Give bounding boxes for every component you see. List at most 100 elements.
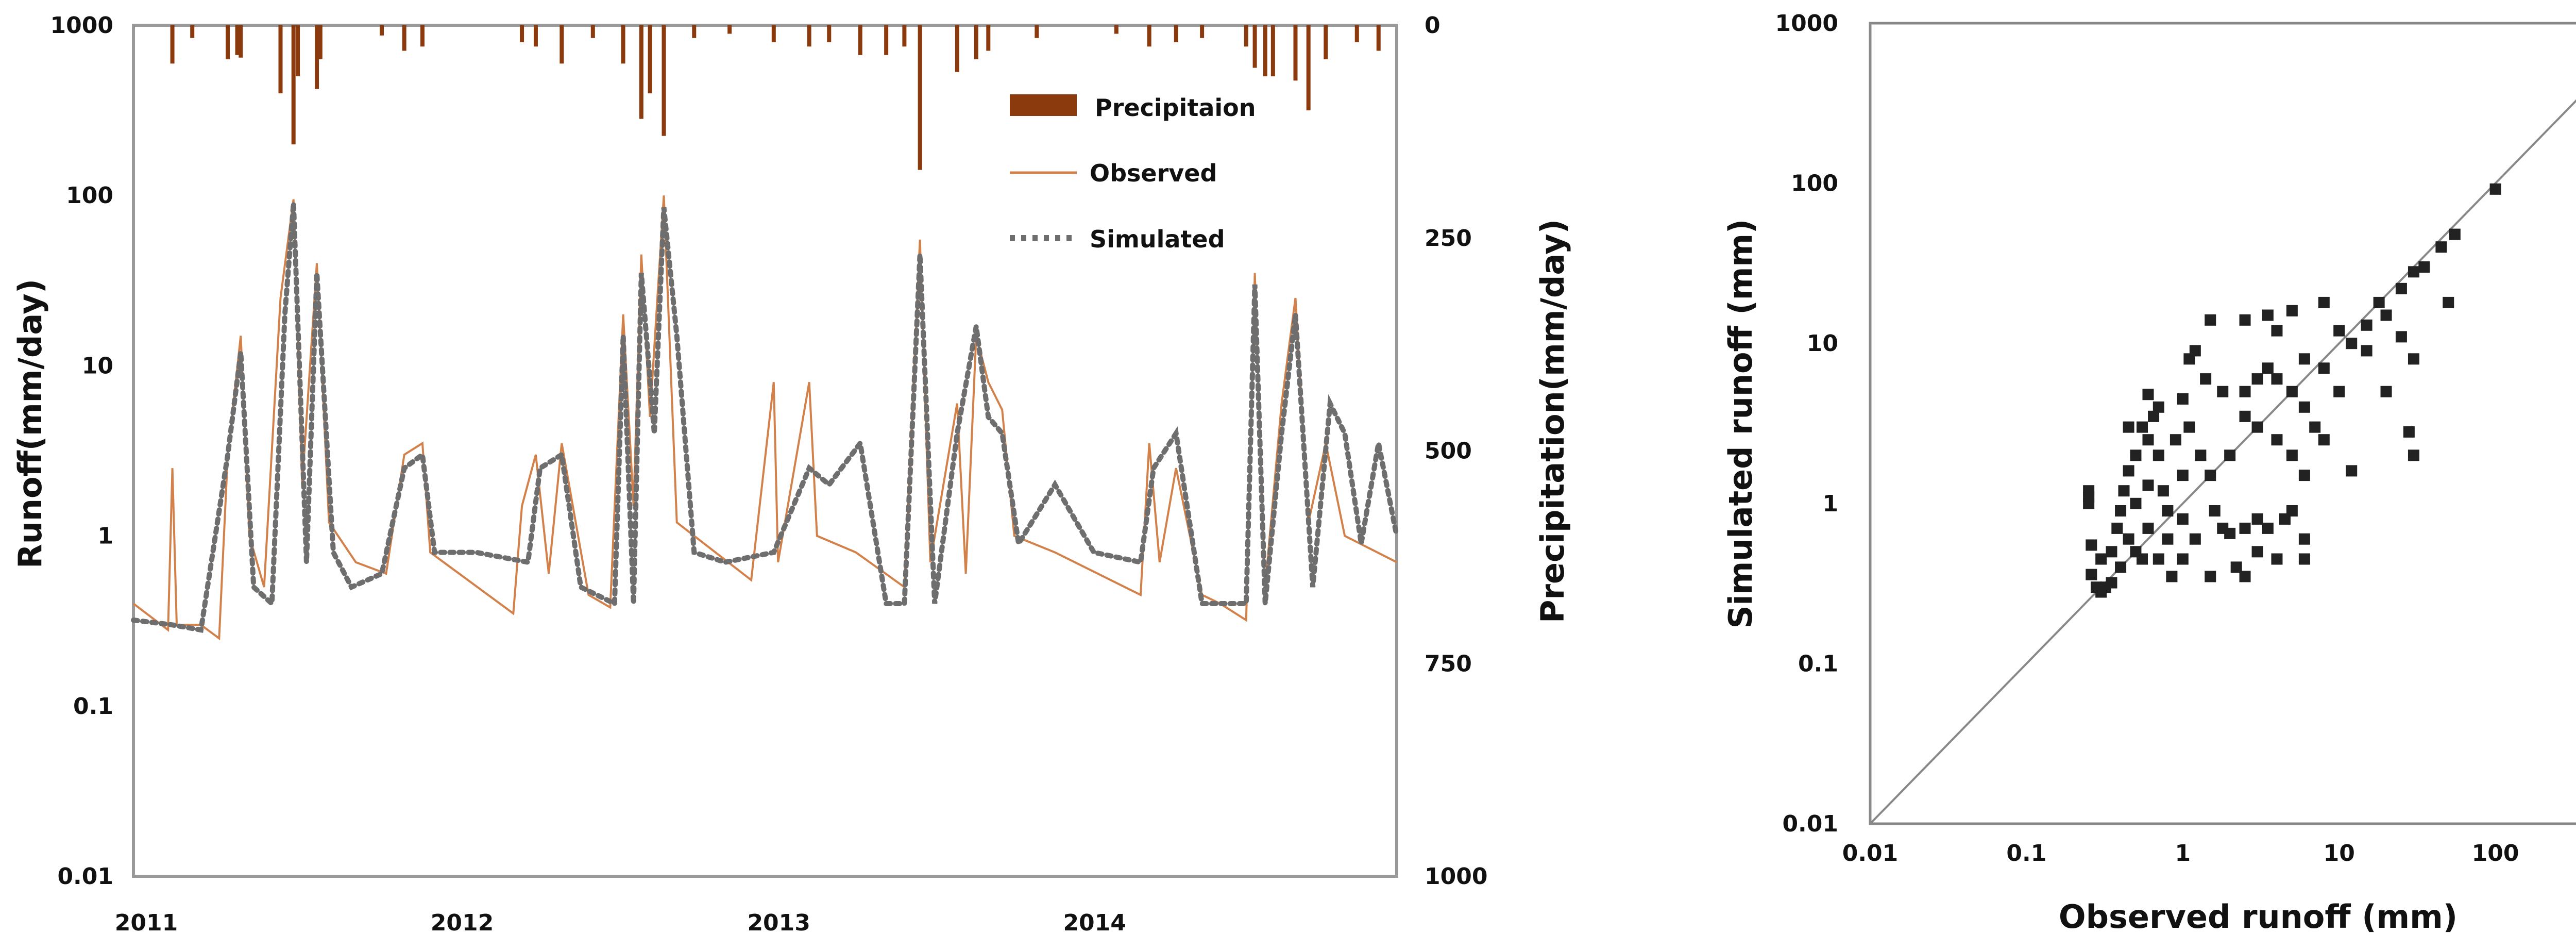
legend-label-observed: Observed bbox=[1090, 159, 1217, 187]
precipitation-bar bbox=[296, 25, 300, 77]
precipitation-bar bbox=[239, 25, 243, 58]
scatter-point bbox=[2271, 373, 2283, 385]
scatter-point bbox=[2395, 282, 2407, 294]
legend-label-simulated: Simulated bbox=[1090, 225, 1225, 253]
precipitation-bar bbox=[986, 25, 991, 51]
scatter-point bbox=[2346, 338, 2358, 349]
scatter-point bbox=[2239, 410, 2251, 422]
scatter-point bbox=[2200, 373, 2212, 385]
scatter-point bbox=[2153, 401, 2164, 413]
scatter-y-tick-label: 0.01 bbox=[1782, 811, 1838, 837]
left-y-tick-label: 1 bbox=[97, 523, 113, 549]
left-y-axis-label: Runoff(mm/day) bbox=[11, 279, 49, 569]
scatter-point bbox=[2148, 410, 2160, 422]
scatter-point bbox=[2309, 421, 2321, 433]
precipitation-bar bbox=[1252, 25, 1257, 68]
scatter-point bbox=[2189, 533, 2201, 545]
scatter-point bbox=[2118, 485, 2130, 497]
scatter-point bbox=[2408, 449, 2419, 461]
scatter-point bbox=[2380, 309, 2392, 321]
scatter-point bbox=[2286, 305, 2298, 316]
precipitation-bar bbox=[1147, 25, 1151, 47]
precipitation-bar bbox=[1114, 25, 1118, 34]
scatter-point bbox=[2115, 561, 2127, 573]
scatter-point bbox=[2395, 331, 2407, 343]
precipitation-bar bbox=[1244, 25, 1248, 47]
precipitation-bar bbox=[807, 25, 811, 47]
precipitation-bar bbox=[170, 25, 175, 64]
scatter-point bbox=[2262, 522, 2274, 534]
precipitation-bar bbox=[827, 25, 832, 43]
scatter-point bbox=[2086, 569, 2097, 580]
scatter-point bbox=[2262, 309, 2274, 321]
precipitation-bar bbox=[621, 25, 625, 64]
precipitation-bar bbox=[1270, 25, 1275, 77]
precipitation-bar bbox=[858, 25, 862, 55]
scatter-point bbox=[2142, 522, 2154, 534]
scatter-point bbox=[2298, 470, 2310, 481]
scatter-x-tick-label: 10 bbox=[2324, 840, 2355, 866]
scatter-point bbox=[2373, 296, 2385, 308]
scatter-point bbox=[2298, 353, 2310, 365]
precipitation-bar bbox=[520, 25, 524, 43]
scatter-point bbox=[2137, 553, 2148, 565]
scatter-point bbox=[2286, 386, 2298, 397]
legend-label-precipitation: Precipitaion bbox=[1095, 94, 1256, 122]
legend-swatch-precipitation bbox=[1010, 94, 1077, 116]
precipitation-bar bbox=[1200, 25, 1205, 38]
right-y-tick-label: 500 bbox=[1425, 438, 1472, 464]
scatter-point bbox=[2142, 434, 2154, 446]
scatter-chart: 0.01 0.1 1 10 100 1000 0.01 0.1 1 10 100 1000 Obse… bbox=[1722, 10, 2576, 936]
scatter-y-tick-label: 1 bbox=[1822, 491, 1838, 517]
scatter-point bbox=[2177, 553, 2189, 565]
scatter-point bbox=[2123, 465, 2134, 477]
scatter-point bbox=[2361, 345, 2372, 357]
scatter-point bbox=[2251, 421, 2263, 433]
right-y-tick-label: 0 bbox=[1425, 12, 1440, 39]
scatter-point bbox=[2195, 449, 2207, 461]
scatter-point bbox=[2115, 505, 2127, 517]
right-y-ticks: 0 250 500 750 1000 bbox=[1425, 12, 1487, 890]
scatter-point bbox=[2251, 546, 2263, 558]
scatter-point bbox=[2251, 373, 2263, 385]
scatter-point bbox=[2346, 465, 2358, 477]
precipitation-bars bbox=[170, 25, 1381, 170]
x-tick-label: 2011 bbox=[115, 910, 178, 936]
precipitation-bar bbox=[1174, 25, 1178, 43]
scatter-point bbox=[2239, 314, 2251, 326]
scatter-point bbox=[2153, 449, 2164, 461]
observed-series bbox=[132, 195, 1397, 641]
scatter-point bbox=[2170, 434, 2181, 446]
scatter-y-ticks: 0.01 0.1 1 10 100 1000 bbox=[1775, 10, 1838, 837]
scatter-y-tick-label: 1000 bbox=[1775, 10, 1838, 37]
scatter-point bbox=[2217, 386, 2229, 397]
scatter-point bbox=[2142, 389, 2154, 401]
scatter-point bbox=[2205, 470, 2216, 481]
scatter-x-axis-label: Observed runoff (mm) bbox=[2059, 898, 2458, 936]
scatter-y-tick-label: 10 bbox=[1807, 330, 1838, 357]
scatter-point bbox=[2224, 527, 2236, 539]
precipitation-bar bbox=[226, 25, 230, 60]
precipitation-bar bbox=[918, 25, 922, 170]
left-y-tick-label: 0.1 bbox=[73, 693, 113, 720]
scatter-point bbox=[2318, 434, 2330, 446]
scatter-point bbox=[2449, 228, 2461, 240]
precipitation-bar bbox=[974, 25, 978, 60]
scatter-point bbox=[2380, 386, 2392, 397]
precipitation-bar bbox=[402, 25, 406, 51]
scatter-plot-frame bbox=[1869, 22, 2576, 825]
precipitation-bar bbox=[533, 25, 538, 47]
scatter-point bbox=[2298, 401, 2310, 413]
precipitation-bar bbox=[1376, 25, 1381, 51]
scatter-point bbox=[2361, 319, 2372, 331]
scatter-point bbox=[2298, 553, 2310, 565]
scatter-point bbox=[2318, 362, 2330, 374]
precipitation-bar bbox=[560, 25, 564, 64]
scatter-point bbox=[2177, 393, 2189, 405]
precipitation-bar bbox=[190, 25, 195, 38]
precipitation-bar bbox=[727, 25, 732, 34]
scatter-point bbox=[2095, 553, 2107, 565]
scatter-point bbox=[2209, 505, 2221, 517]
left-y-tick-label: 100 bbox=[66, 182, 113, 209]
